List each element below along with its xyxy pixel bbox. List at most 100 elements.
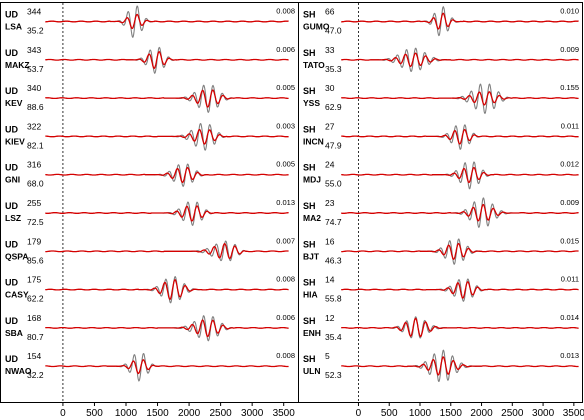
- station-label: ULN: [303, 366, 320, 376]
- amplitude-label: 0.012: [560, 160, 579, 169]
- channel-label: SH: [303, 86, 316, 96]
- amplitude-label: 0.008: [276, 275, 295, 284]
- azimuth-label: 16: [325, 236, 335, 246]
- panel-frame: [0, 2, 299, 403]
- distance-label: 35.3: [325, 64, 342, 74]
- azimuth-label: 27: [325, 121, 335, 131]
- x-tick-label: 2000: [470, 408, 493, 419]
- station-label: CASY: [5, 290, 29, 300]
- station-label: YSS: [303, 98, 320, 108]
- station-label: LSZ: [5, 213, 21, 223]
- azimuth-label: 168: [27, 313, 41, 323]
- trace-sba: UD SBA 168 80.7 0.006: [5, 313, 295, 342]
- azimuth-label: 14: [325, 275, 335, 285]
- x-tick-label: 1500: [146, 408, 169, 419]
- channel-label: UD: [5, 201, 18, 211]
- distance-label: 68.0: [27, 179, 44, 189]
- amplitude-label: 0.155: [560, 83, 579, 92]
- channel-label: SH: [303, 316, 316, 326]
- station-label: HIA: [303, 290, 318, 300]
- amplitude-label: 0.003: [276, 121, 295, 130]
- station-label: GNI: [5, 175, 20, 185]
- channel-label: UD: [5, 354, 18, 364]
- x-tick-label: 3000: [241, 408, 264, 419]
- distance-label: 85.6: [27, 255, 44, 265]
- azimuth-label: 154: [27, 351, 41, 361]
- azimuth-label: 5: [325, 351, 330, 361]
- distance-label: 47.0: [325, 26, 342, 36]
- synthetic-waveform: [341, 281, 579, 299]
- trace-casy: UD CASY 175 62.2 0.008: [5, 275, 295, 304]
- synthetic-waveform: [45, 279, 289, 300]
- station-label: ENH: [303, 328, 321, 338]
- azimuth-label: 179: [27, 236, 41, 246]
- station-label: INCN: [303, 136, 324, 146]
- distance-label: 82.1: [27, 140, 44, 150]
- channel-label: SH: [303, 278, 316, 288]
- channel-label: SH: [303, 163, 316, 173]
- x-tick-label: 500: [86, 408, 103, 419]
- channel-label: SH: [303, 239, 316, 249]
- distance-label: 52.3: [325, 370, 342, 380]
- distance-label: 55.0: [325, 179, 342, 189]
- synthetic-waveform: [45, 89, 289, 108]
- synthetic-waveform: [341, 52, 579, 68]
- station-label: QSPA: [5, 251, 28, 261]
- x-tick-label: 0: [356, 408, 362, 419]
- distance-label: 53.7: [27, 64, 44, 74]
- trace-uln: SH ULN 5 52.3 0.013: [303, 349, 579, 383]
- amplitude-label: 0.006: [276, 313, 295, 322]
- station-label: GUMO: [303, 22, 330, 32]
- channel-label: UD: [5, 239, 18, 249]
- distance-label: 80.7: [27, 332, 44, 342]
- distance-label: 35.4: [325, 332, 342, 342]
- observed-waveform: [426, 124, 482, 150]
- station-label: KEV: [5, 98, 23, 108]
- azimuth-label: 343: [27, 45, 41, 55]
- amplitude-label: 0.015: [560, 236, 579, 245]
- distance-label: 62.9: [325, 102, 342, 112]
- channel-label: SH: [303, 48, 316, 58]
- x-tick-label: 3500: [563, 408, 584, 419]
- azimuth-label: 340: [27, 83, 41, 93]
- azimuth-label: 12: [325, 313, 335, 323]
- amplitude-label: 0.006: [276, 45, 295, 54]
- trace-lsz: UD LSZ 255 72.5 0.013: [5, 198, 295, 227]
- trace-mdj: SH MDJ 24 55.0 0.012: [303, 160, 579, 190]
- amplitude-label: 0.014: [560, 313, 579, 322]
- station-label: MDJ: [303, 175, 321, 185]
- channel-label: UD: [5, 10, 18, 20]
- station-label: KIEV: [5, 136, 25, 146]
- azimuth-label: 24: [325, 160, 335, 170]
- x-tick-label: 2500: [209, 408, 232, 419]
- channel-label: UD: [5, 163, 18, 173]
- amplitude-label: 0.013: [276, 198, 295, 207]
- station-label: MAKZ: [5, 60, 30, 70]
- channel-label: UD: [5, 316, 18, 326]
- trace-bjt: SH BJT 16 46.3 0.015: [303, 236, 579, 265]
- trace-hia: SH HIA 14 55.8 0.011: [303, 275, 579, 304]
- x-tick-label: 500: [381, 408, 398, 419]
- synthetic-waveform: [341, 91, 579, 106]
- distance-label: 47.9: [325, 140, 342, 150]
- station-label: TATO: [303, 60, 325, 70]
- station-label: MA2: [303, 213, 321, 223]
- trace-qspa: UD QSPA 179 85.6 0.007: [5, 236, 295, 265]
- azimuth-label: 255: [27, 198, 41, 208]
- distance-label: 46.3: [325, 255, 342, 265]
- synthetic-waveform: [341, 242, 579, 261]
- amplitude-label: 0.011: [561, 275, 579, 284]
- synthetic-waveform: [45, 13, 289, 30]
- observed-waveform: [370, 47, 451, 73]
- amplitude-label: 0.008: [276, 351, 295, 360]
- x-tick-label: 2500: [501, 408, 524, 419]
- station-label: SBA: [5, 328, 23, 338]
- amplitude-label: 0.008: [276, 7, 295, 16]
- trace-gni: UD GNI 316 68.0 0.005: [5, 160, 295, 189]
- distance-label: 62.2: [27, 294, 44, 304]
- trace-makz: UD MAKZ 343 53.7 0.006: [5, 45, 295, 75]
- x-tick-label: 3000: [532, 408, 555, 419]
